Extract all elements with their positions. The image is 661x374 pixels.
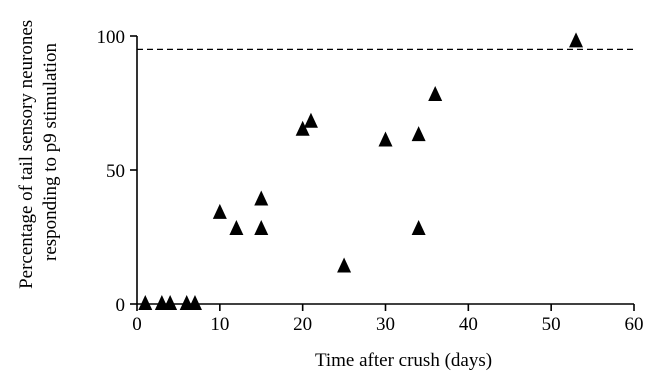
data-point-triangle: [138, 295, 153, 310]
data-point-triangle: [254, 190, 269, 206]
y-ticks: 0 50 100: [97, 27, 137, 316]
x-tick-label: 40: [459, 314, 478, 335]
axes-layer: [136, 36, 634, 305]
data-point-triangle: [411, 126, 426, 142]
y-axis-title-line-1: Percentage of tail sensory neurones: [16, 20, 37, 289]
y-axis-title-line-2: responding to p9 stimulation: [40, 43, 61, 261]
x-tick-label: 30: [376, 314, 395, 335]
data-point-triangle: [428, 85, 443, 101]
x-tick-label: 60: [625, 314, 644, 335]
data-point-triangle: [295, 120, 310, 136]
data-point-triangle: [212, 203, 227, 219]
data-point-triangle: [378, 131, 393, 147]
data-point-triangle: [337, 257, 352, 273]
x-axis-title: Time after crush (days): [315, 350, 492, 371]
x-tick-label: 50: [542, 314, 561, 335]
x-tick-label: 20: [293, 314, 312, 335]
data-points: [138, 32, 584, 310]
data-point-triangle: [229, 219, 244, 235]
y-tick-label: 100: [97, 27, 126, 48]
x-tick-label: 10: [210, 314, 229, 335]
y-axis-title: Percentage of tail sensory neurones resp…: [16, 15, 61, 289]
data-point-triangle: [163, 295, 178, 310]
x-tick-label: 0: [132, 314, 142, 335]
data-point-triangle: [411, 219, 426, 235]
data-point-triangle: [187, 295, 202, 310]
x-ticks: 0 10 20 30 40 50 60: [132, 304, 644, 335]
y-tick-label: 0: [116, 295, 126, 316]
data-point-triangle: [303, 112, 318, 128]
y-tick-label: 50: [106, 161, 125, 182]
data-point-triangle: [254, 219, 269, 235]
data-point-triangle: [569, 32, 584, 48]
